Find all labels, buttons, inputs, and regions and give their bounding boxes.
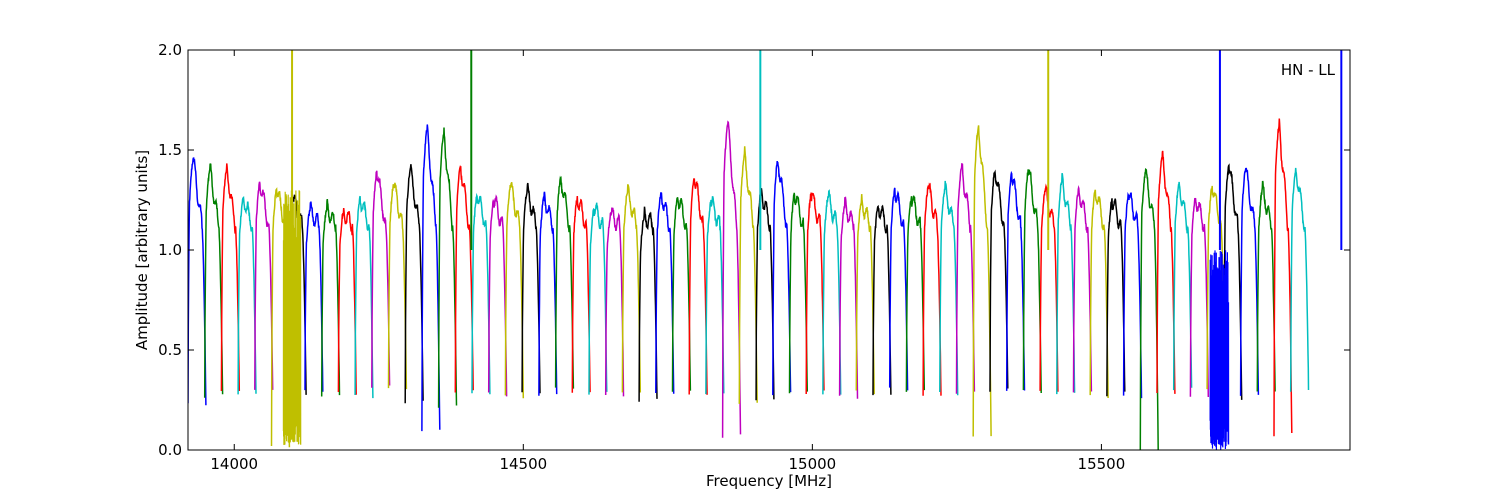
- series-line: [320, 198, 341, 397]
- series-line: [254, 181, 274, 390]
- series-line: [387, 182, 408, 390]
- series-line: [621, 184, 642, 393]
- x-tick-label: 15500: [1078, 455, 1126, 473]
- y-tick-label: 0.5: [158, 341, 182, 359]
- series-line: [788, 192, 809, 394]
- x-tick-label: 15000: [788, 455, 836, 473]
- series-line: [838, 196, 859, 399]
- series-line: [1206, 185, 1226, 390]
- series-line: [972, 125, 992, 437]
- x-axis: 14000 14500 15000 15500: [210, 50, 1125, 473]
- series-line: [554, 175, 575, 389]
- series-line: [354, 195, 374, 399]
- noise-burst: [1209, 250, 1230, 450]
- y-axis-label: Amplitude [arbitrary units]: [133, 150, 151, 350]
- series-line: [989, 169, 1009, 392]
- series-line: [721, 120, 742, 438]
- series-line: [688, 178, 708, 395]
- series-line: [504, 182, 525, 399]
- series-line: [1005, 170, 1026, 391]
- series-line: [1223, 163, 1243, 400]
- series-line: [404, 164, 424, 404]
- series-line: [905, 195, 926, 392]
- series-line: [755, 188, 775, 401]
- series-line: [188, 157, 207, 406]
- series-line: [487, 194, 508, 397]
- series-line: [872, 204, 892, 396]
- series-line: [1172, 181, 1193, 391]
- series-line: [571, 195, 591, 393]
- series-line: [922, 182, 942, 396]
- series-line: [805, 192, 825, 395]
- series-line: [671, 197, 692, 392]
- noise-burst: [282, 190, 302, 446]
- series-line: [337, 208, 357, 395]
- series-line: [705, 196, 725, 395]
- series-line: [1239, 167, 1260, 396]
- series-line: [304, 201, 324, 392]
- x-axis-label: Frequency [MHz]: [706, 472, 832, 490]
- y-tick-label: 1.5: [158, 141, 182, 159]
- series-line: [220, 163, 241, 392]
- series-line: [1273, 118, 1293, 437]
- series-line: [421, 124, 441, 432]
- series-line: [1122, 191, 1143, 399]
- series-line: [521, 182, 541, 394]
- series-line: [939, 180, 959, 396]
- series-line: [1089, 189, 1109, 399]
- series-line: [772, 160, 792, 396]
- series-line: [1289, 167, 1310, 392]
- chart-annotation: HN - LL: [1281, 61, 1336, 79]
- series-line: [822, 189, 842, 395]
- series-line: [437, 127, 458, 408]
- spectrum-series: [188, 50, 1343, 450]
- series-line: [604, 207, 625, 397]
- series-line: [471, 192, 491, 395]
- series-line: [1256, 180, 1276, 392]
- series-line: [855, 194, 875, 395]
- y-tick-label: 2.0: [158, 41, 182, 59]
- y-axis: 0.0 0.5 1.0 1.5 2.0: [158, 41, 1350, 459]
- series-line: [203, 163, 224, 398]
- series-line: [738, 146, 758, 404]
- series-line: [1106, 198, 1126, 397]
- series-line: [538, 191, 558, 396]
- x-tick-label: 14500: [499, 455, 547, 473]
- series-line: [638, 206, 658, 402]
- series-line: [1022, 169, 1042, 394]
- series-line: [237, 195, 257, 395]
- series-line: [371, 170, 391, 388]
- series-line: [655, 192, 675, 394]
- series-line: [888, 187, 909, 391]
- series-line: [955, 163, 976, 394]
- y-tick-label: 1.0: [158, 241, 182, 259]
- series-line: [1056, 172, 1076, 395]
- series-line: [454, 164, 474, 393]
- series-line: [1139, 167, 1159, 450]
- series-line: [1189, 197, 1210, 398]
- x-tick-label: 14000: [210, 455, 258, 473]
- series-line: [1072, 184, 1093, 393]
- plot-frame: [187, 49, 1351, 451]
- series-line: [588, 202, 608, 395]
- series-line: [1156, 150, 1176, 394]
- y-tick-label: 0.0: [158, 441, 182, 459]
